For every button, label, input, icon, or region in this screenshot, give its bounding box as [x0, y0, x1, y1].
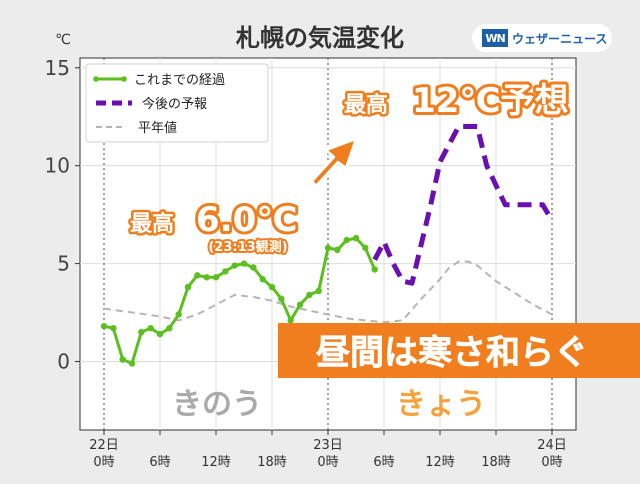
legend-marker-observed: [93, 76, 99, 82]
legend-marker-observed: [121, 76, 127, 82]
observed-point: [147, 324, 154, 332]
legend-label-observed: これまでの経過: [134, 73, 225, 88]
yesterday-max-label: 最高: [130, 211, 174, 237]
headline-band: [278, 323, 640, 378]
today-max-label: 最高: [344, 92, 388, 118]
pointer-arrow: [310, 137, 358, 188]
observed-point: [212, 274, 220, 281]
observed-point: [334, 246, 341, 254]
x-tick-hour-label: 12時: [201, 455, 231, 470]
today-max-value: 12℃予想: [412, 81, 569, 121]
observed-point: [138, 328, 145, 336]
y-tick-layer: 0 5 10 15: [45, 56, 80, 373]
weathernews-logo-mark: WN: [482, 29, 508, 47]
yesterday-max-value: 6.0℃: [196, 200, 297, 240]
headline-banner: 昼間は寒さ和らぐ: [278, 323, 640, 378]
x-tick-day-label: 22日: [89, 438, 119, 453]
legend-box: [85, 63, 269, 143]
x-tick-hour-label: 6時: [373, 455, 394, 470]
yesterday-max-note: (23:13観測): [208, 239, 287, 255]
observed-point: [203, 274, 210, 281]
observed-point: [352, 234, 360, 242]
series-forecast-line: [372, 124, 555, 286]
observed-point: [371, 266, 378, 273]
observed-point: [278, 295, 285, 303]
legend-label-normal: 平年値: [138, 120, 177, 136]
observed-point: [259, 276, 266, 283]
x-tick-day-label: 23日: [313, 438, 343, 453]
observed-point: [175, 311, 182, 318]
observed-point: [100, 323, 108, 330]
observed-point: [110, 324, 117, 332]
yesterday-max-annotation: 最高 6.0℃ (23:13観測): [128, 197, 301, 257]
y-tick-label: 10: [45, 154, 70, 178]
observed-point: [315, 287, 322, 295]
x-tick-hour-label: 0時: [317, 455, 338, 470]
legend-label-forecast: 今後の予報: [142, 96, 207, 112]
observed-point: [343, 236, 350, 244]
observed-point: [250, 264, 257, 271]
chart-title: 札幌の気温変化: [235, 24, 404, 52]
observed-point: [156, 330, 164, 338]
y-tick-label: 15: [45, 56, 70, 80]
legend: これまでの経過 今後の予報 平年値: [85, 63, 269, 143]
observed-point: [194, 272, 201, 279]
today-max-annotation: 最高 12℃予想: [342, 78, 572, 124]
observed-point: [268, 283, 276, 291]
x-tick-hour-label: 18時: [257, 455, 287, 470]
observed-point: [128, 360, 136, 367]
yesterday-label: きのう: [172, 387, 262, 422]
series-layer: [100, 124, 555, 367]
observed-point: [287, 317, 294, 324]
observed-point: [362, 244, 369, 252]
headline-text: 昼間は寒さ和らぐ: [316, 333, 588, 373]
x-tick-hour-label: 12時: [425, 455, 455, 470]
x-tick-hour-label: 18時: [481, 455, 511, 470]
y-tick-label: 0: [57, 349, 70, 373]
observed-point: [119, 356, 126, 363]
series-normal-line: [103, 260, 553, 324]
observed-point: [166, 324, 173, 332]
weathernews-logo-text: ウェザーニュース: [512, 31, 608, 46]
y-tick-label: 5: [57, 252, 70, 276]
weathernews-logo: WN ウェザーニュース: [472, 24, 612, 52]
observed-point: [296, 301, 304, 308]
x-tick-hour-label: 0時: [541, 455, 562, 470]
x-tick-hour-label: 0時: [93, 455, 114, 470]
observed-point: [240, 260, 248, 267]
observed-point: [222, 268, 229, 275]
observed-point: [184, 283, 192, 291]
x-tick-day-label: 24日: [537, 438, 567, 453]
observed-point: [231, 262, 238, 269]
x-tick-hour-label: 6時: [149, 455, 170, 470]
unit-label: ℃: [55, 32, 71, 48]
observed-point: [306, 291, 313, 299]
x-tick-layer: 22日 0時 6時 12時 18時 23日 0時 6時 12時 18時 24日 0時: [89, 430, 567, 470]
today-label: きょう: [396, 387, 486, 422]
observed-point: [324, 244, 332, 252]
